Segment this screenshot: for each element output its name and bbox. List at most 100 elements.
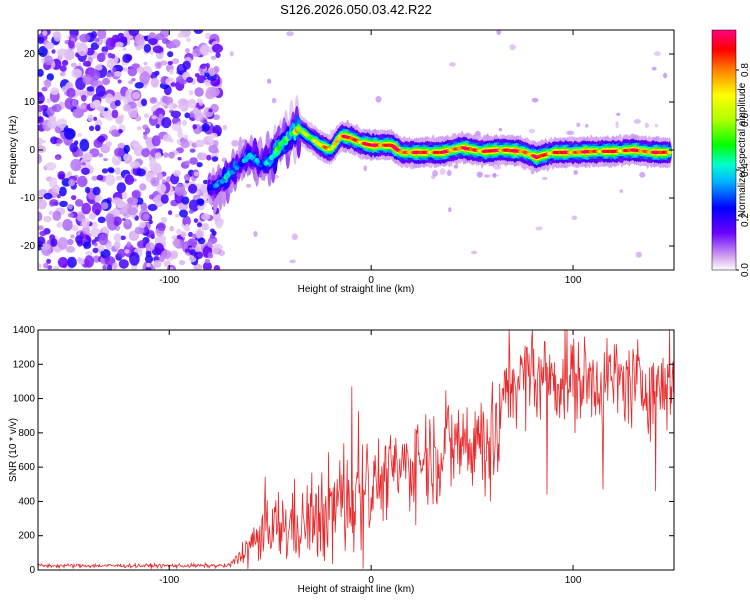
noise-blob xyxy=(57,171,66,180)
noise-blob xyxy=(289,259,296,264)
noise-blob xyxy=(126,241,132,248)
noise-blob xyxy=(585,123,589,128)
noise-blob xyxy=(41,243,51,251)
spectrogram-y-label: Frequency (Hz) xyxy=(8,116,19,185)
noise-blob xyxy=(112,262,118,270)
noise-blob xyxy=(104,93,114,104)
noise-blob xyxy=(79,139,90,152)
noise-blob xyxy=(154,61,162,70)
noise-blob xyxy=(66,256,77,268)
noise-blob xyxy=(149,50,154,55)
noise-blob xyxy=(170,110,181,119)
noise-blob xyxy=(38,111,42,117)
spectrogram-ridge xyxy=(207,94,672,214)
noise-blob xyxy=(187,99,197,109)
noise-blob xyxy=(212,114,220,121)
noise-blob xyxy=(206,154,212,161)
spectrogram-x-tick-label: -100 xyxy=(159,275,179,286)
noise-blob xyxy=(144,127,151,134)
snr-x-label: Height of straight line (km) xyxy=(298,584,415,595)
noise-blob xyxy=(93,99,101,108)
snr-y-tick-label: 600 xyxy=(18,462,35,473)
noise-blob xyxy=(111,109,119,119)
noise-blob xyxy=(192,124,197,130)
noise-blob xyxy=(196,75,206,84)
ridge-cell xyxy=(667,150,672,155)
snr-x-tick-label: 0 xyxy=(368,575,374,586)
noise-blob xyxy=(203,107,214,118)
noise-blob xyxy=(38,93,45,105)
noise-blob xyxy=(56,155,61,161)
noise-blob xyxy=(286,31,294,36)
noise-blob xyxy=(169,138,174,143)
noise-blob xyxy=(470,250,478,255)
noise-blob xyxy=(83,241,92,249)
snr-y-tick-label: 1400 xyxy=(13,325,36,336)
noise-blob xyxy=(123,144,130,153)
noise-blob xyxy=(150,77,160,88)
noise-blob xyxy=(483,174,491,178)
ridge-cell xyxy=(334,139,340,143)
noise-blob xyxy=(475,130,481,136)
noise-blob xyxy=(120,235,126,240)
noise-blob xyxy=(160,194,169,204)
noise-blob xyxy=(80,104,86,110)
noise-blob xyxy=(139,71,150,85)
spectrogram-y-tick-label: 0 xyxy=(29,145,35,156)
noise-blob xyxy=(196,222,203,228)
noise-blob xyxy=(104,256,116,267)
ridge-cell xyxy=(329,147,334,151)
noise-blob xyxy=(72,108,84,119)
noise-blob xyxy=(112,67,117,73)
noise-blob xyxy=(142,213,150,221)
noise-blob xyxy=(81,202,92,215)
noise-blob xyxy=(196,230,203,238)
spectrogram-x-label: Height of straight line (km) xyxy=(298,284,415,295)
noise-blob xyxy=(116,182,127,194)
noise-blob xyxy=(51,49,56,54)
noise-blob xyxy=(183,134,189,140)
noise-blob xyxy=(218,249,225,257)
noise-blob xyxy=(206,135,214,143)
noise-blob xyxy=(118,259,129,269)
snr-y-tick-label: 200 xyxy=(18,531,35,542)
noise-blob xyxy=(161,179,166,184)
noise-blob xyxy=(200,44,210,56)
noise-blob xyxy=(121,218,126,221)
noise-blob xyxy=(85,47,95,56)
noise-blob xyxy=(94,124,101,132)
noise-blob xyxy=(71,224,79,232)
noise-blob xyxy=(134,82,144,89)
noise-blob xyxy=(184,173,191,181)
noise-blob xyxy=(123,99,129,105)
noise-blob xyxy=(49,199,59,206)
noise-blob xyxy=(44,79,52,88)
noise-blob xyxy=(81,167,90,175)
noise-blob xyxy=(204,72,210,77)
noise-blob xyxy=(375,96,382,103)
spectrogram-x-tick-label: 100 xyxy=(565,275,582,286)
colorbar-tick-label: 0.8 xyxy=(740,63,750,77)
noise-blob xyxy=(106,59,115,69)
noise-blob xyxy=(38,36,45,44)
noise-blob xyxy=(635,251,643,258)
noise-blob xyxy=(71,99,78,107)
noise-blob xyxy=(576,122,581,128)
noise-blob xyxy=(97,216,106,224)
noise-blob xyxy=(46,73,54,81)
noise-blob xyxy=(446,169,452,176)
noise-blob xyxy=(101,168,109,174)
noise-blob xyxy=(81,152,93,161)
noise-blob xyxy=(102,77,111,86)
noise-blob xyxy=(172,238,181,247)
noise-blob xyxy=(210,78,221,87)
noise-blob xyxy=(148,194,154,200)
noise-blob xyxy=(91,202,102,215)
noise-blob xyxy=(542,176,548,181)
colorbar-gradient xyxy=(711,29,737,271)
noise-blob xyxy=(204,258,211,264)
noise-blob xyxy=(155,124,160,129)
noise-blob xyxy=(114,147,125,157)
noise-blob xyxy=(180,140,190,149)
